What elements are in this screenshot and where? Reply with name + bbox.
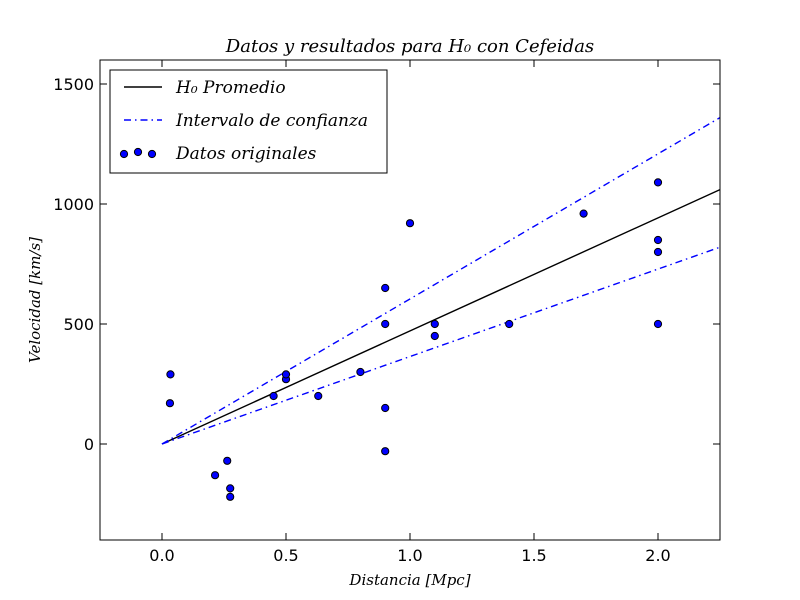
series-line-2 <box>161 246 720 445</box>
data-point <box>653 235 663 245</box>
data-point <box>579 209 588 218</box>
data-point <box>166 370 175 379</box>
legend-swatch-marker <box>119 149 129 159</box>
series-line-0 <box>161 188 720 445</box>
data-point <box>269 391 278 401</box>
data-point <box>226 492 235 501</box>
y-axis-label: Velocidad [km/s] <box>26 237 44 363</box>
data-point <box>653 319 663 329</box>
data-point <box>505 319 514 329</box>
data-point <box>381 447 390 456</box>
data-point <box>281 370 291 379</box>
legend-swatch-marker <box>147 149 157 159</box>
data-point <box>210 471 220 480</box>
axes: 0.0 0.5 1.0 1.5 2.0 0 500 1000 1500 Datos y resul… <box>26 36 721 589</box>
plot-area <box>161 116 720 501</box>
data-point <box>653 178 663 187</box>
y-tick-label: 0 <box>84 435 94 454</box>
legend-swatch-marker <box>133 147 143 157</box>
data-point <box>405 219 415 228</box>
data-point <box>430 319 439 329</box>
y-tick-label: 1000 <box>53 195 94 214</box>
x-tick-label: 0.0 <box>149 546 174 565</box>
x-tick-label: 0.5 <box>273 546 298 565</box>
data-point <box>381 319 390 329</box>
data-point <box>381 283 390 293</box>
chart-title: Datos y resultados para H₀ con Cefeidas <box>225 36 594 57</box>
data-point <box>356 367 365 377</box>
y-tick-label: 500 <box>63 315 94 334</box>
data-point <box>381 403 390 413</box>
data-point <box>430 331 439 341</box>
legend-label: Intervalo de confianza <box>175 111 368 131</box>
x-axis-label: Distancia [Mpc] <box>348 571 470 589</box>
x-tick-label: 1.5 <box>521 546 546 565</box>
data-point <box>314 391 323 401</box>
y-tick-label: 1500 <box>53 75 94 94</box>
legend: H₀ Promedio Intervalo de confianza Datos o… <box>109 69 388 174</box>
data-point <box>226 484 235 493</box>
legend-label: Datos originales <box>175 144 317 164</box>
data-point <box>653 247 663 257</box>
data-point <box>165 399 175 408</box>
x-tick-label: 1.0 <box>397 546 422 565</box>
legend-label: H₀ Promedio <box>175 78 286 98</box>
x-tick-label: 2.0 <box>645 546 670 565</box>
data-point <box>223 456 232 465</box>
